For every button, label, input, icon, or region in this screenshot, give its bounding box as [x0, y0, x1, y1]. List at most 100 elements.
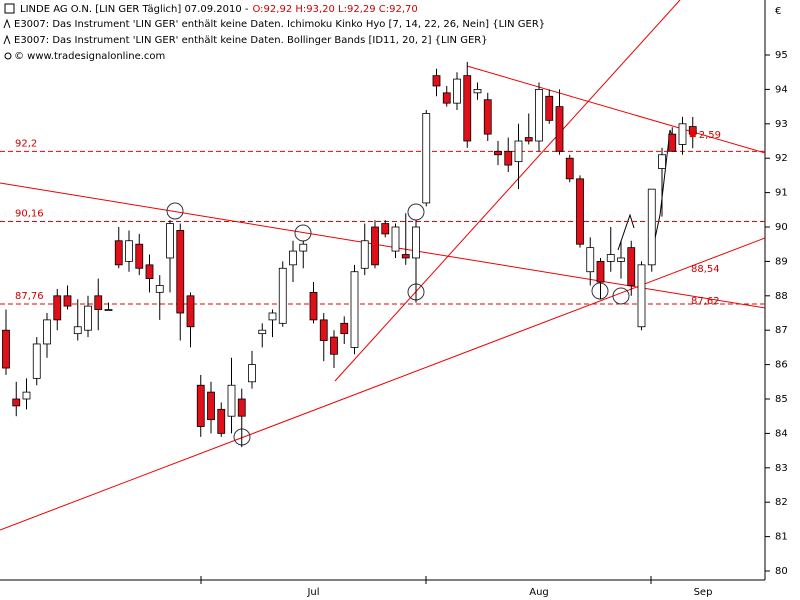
candle-body — [268, 312, 277, 321]
candle-body — [289, 250, 297, 266]
candle-body — [104, 309, 113, 311]
candle-body — [227, 384, 236, 417]
y-tick-label: 93 — [775, 119, 788, 130]
x-tick-label: Jul — [306, 587, 319, 598]
month-ticks — [200, 576, 652, 584]
candle-body — [658, 154, 666, 169]
candle-body — [391, 226, 400, 252]
candle-body — [330, 336, 338, 355]
candle-body — [155, 285, 164, 293]
candle-body — [627, 247, 636, 286]
y-tick-label: 95 — [775, 50, 788, 61]
candle-body — [186, 295, 195, 328]
candle-body — [145, 264, 154, 279]
candle-body — [53, 295, 62, 321]
candle-body — [2, 329, 10, 369]
candle-body — [217, 408, 226, 434]
y-tick-label: 89 — [775, 256, 788, 267]
candle-body — [453, 78, 461, 104]
candle-body — [473, 89, 482, 94]
quote: O:92,92 H:93,20 L:92,29 C:92,70 — [252, 4, 417, 15]
candle-body — [637, 264, 646, 328]
candle-body — [483, 99, 492, 135]
candle-body — [617, 257, 625, 262]
candle-body — [555, 106, 564, 152]
copyright: © www.tradesignalonline.com — [14, 51, 165, 62]
candle-body — [73, 326, 82, 335]
candle-body — [94, 295, 103, 310]
candle-body — [166, 223, 174, 259]
candle-body — [494, 150, 502, 156]
y-tick-label: 86 — [775, 360, 788, 371]
y-tick-label: 92 — [775, 153, 788, 164]
y-tick-label: 80 — [775, 566, 788, 577]
candle-body — [504, 150, 513, 166]
y-tick-label: 91 — [775, 188, 788, 199]
candle-body — [576, 178, 584, 245]
candle-body — [668, 133, 677, 152]
x-tick-label: Sep — [694, 587, 713, 598]
candle-body — [319, 319, 328, 341]
candle-body — [647, 188, 656, 266]
y-tick-label: 81 — [775, 532, 788, 543]
message: E3007: Das Instrument 'LIN GER' enthält … — [14, 35, 488, 46]
y-tick-label: 90 — [775, 222, 788, 233]
candle-body — [545, 95, 554, 121]
candle-body — [278, 267, 287, 324]
candle-body — [176, 230, 185, 314]
y-tick-label: 87 — [775, 325, 788, 336]
candle-body — [422, 113, 431, 204]
icon — [3, 18, 11, 45]
candle-body — [463, 75, 472, 142]
candle-body — [360, 240, 369, 269]
candle-body — [678, 123, 687, 145]
level-label: 92,2 — [15, 138, 37, 149]
chart-title: LINDE AG O.N. [LIN GER Täglich] 07.09.20… — [20, 4, 249, 15]
y-tick-label: 88 — [775, 291, 788, 302]
candle-body — [135, 243, 144, 269]
candle-body — [114, 240, 123, 266]
candle-body — [350, 271, 359, 348]
candle-body — [43, 319, 51, 345]
trend-label: 87,62 — [691, 296, 720, 307]
candle-body — [565, 157, 574, 180]
last-marker — [689, 131, 696, 138]
candle-body — [596, 260, 605, 283]
candle-body — [586, 247, 595, 273]
y-tick-label: 94 — [775, 84, 788, 95]
candle-body — [248, 364, 256, 383]
x-tick-label: Aug — [529, 587, 549, 598]
trend-label: 88,54 — [691, 264, 720, 275]
candle-body — [401, 254, 410, 259]
candle-body — [606, 254, 615, 262]
candle-body — [32, 343, 41, 379]
candle-body — [299, 243, 308, 252]
trendlines — [0, 0, 766, 531]
y-tick-label: 83 — [775, 463, 788, 474]
candle-body — [63, 295, 72, 307]
candle-body — [22, 391, 31, 400]
level-label: 90,16 — [15, 208, 44, 219]
candle-body — [514, 140, 523, 163]
candle-body — [340, 322, 349, 335]
icon — [4, 3, 15, 14]
y-tick-label: 85 — [775, 394, 788, 405]
candle-body — [125, 240, 133, 262]
candle-body — [371, 226, 379, 266]
level-label: 87,76 — [15, 291, 44, 302]
candle-body — [524, 137, 533, 142]
candle-body — [442, 92, 451, 104]
candle-body — [237, 398, 246, 417]
candle-body — [207, 391, 215, 421]
candle-body — [12, 398, 21, 407]
candle-body — [412, 226, 420, 259]
icon — [4, 52, 12, 60]
candle-body — [84, 305, 92, 331]
y-tick-label: 82 — [775, 497, 788, 508]
candle-body — [309, 291, 318, 321]
last-label: 2,59 — [699, 130, 721, 141]
currency: € — [775, 6, 781, 17]
candle-body — [535, 89, 543, 142]
